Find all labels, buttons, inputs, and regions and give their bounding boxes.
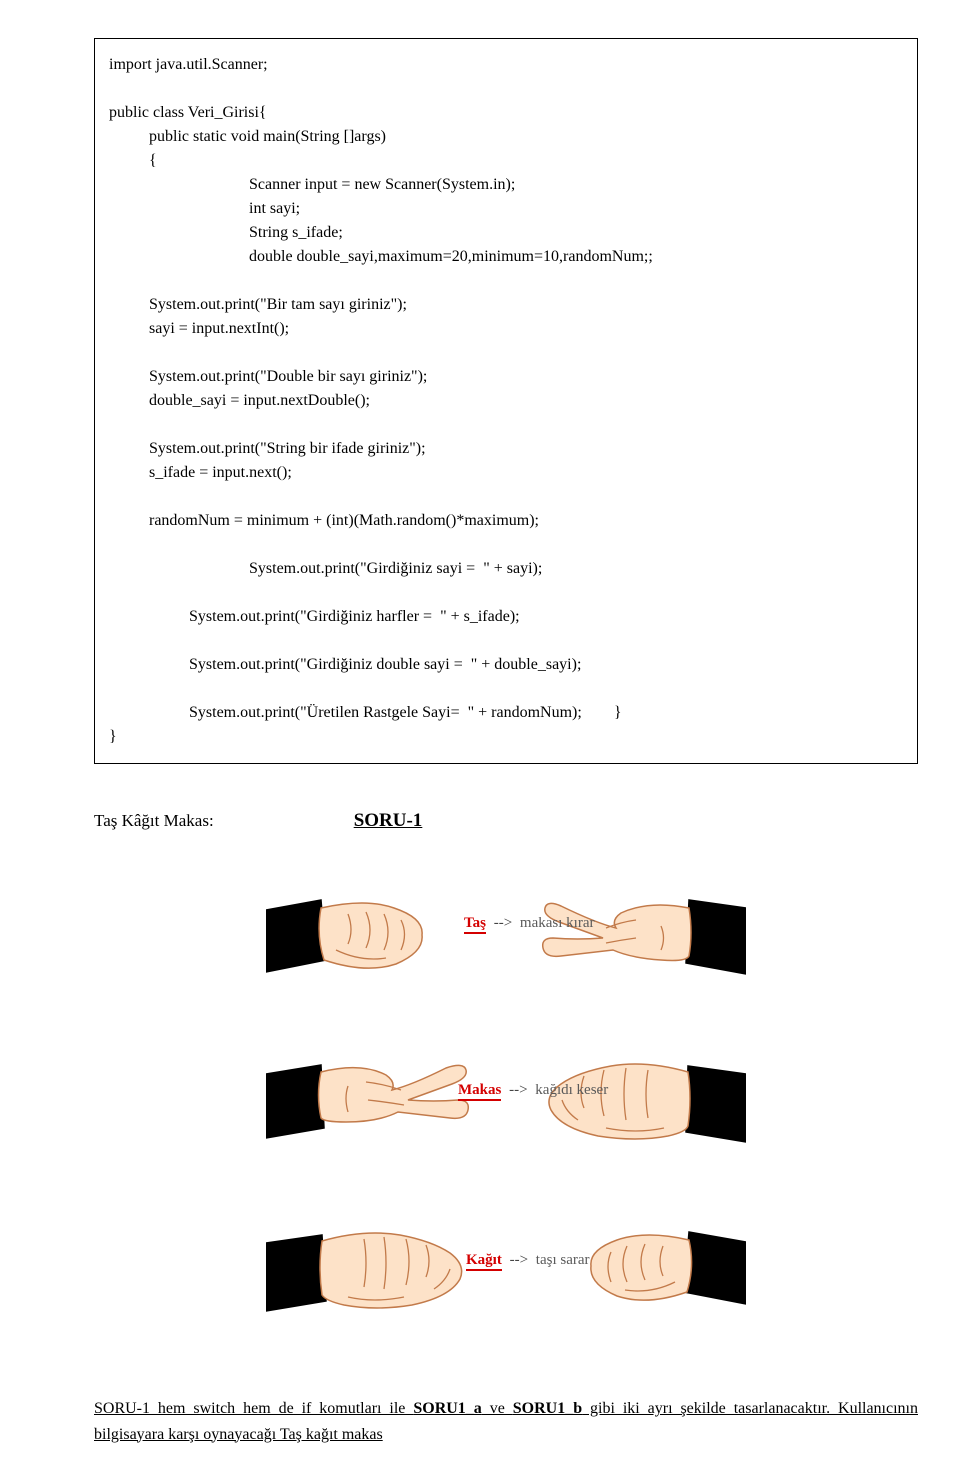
code-line: double_sayi = input.nextDouble(); [109,389,899,413]
code-line: } [109,725,899,749]
label-tas-grey: makası kırar [520,915,595,931]
hand-scissors-top-right [541,878,746,998]
label-makas: Makas --> kağıdı keser [458,1082,608,1099]
label-kagit-grey: taşı sarar [536,1252,590,1268]
label-kagit: Kağıt --> taşı sarar [466,1252,590,1269]
code-line: randomNum = minimum + (int)(Math.random(… [109,509,899,533]
code-line: System.out.print("Üretilen Rastgele Sayi… [109,701,899,725]
label-makas-arrow: --> [509,1082,527,1098]
code-line: { [109,149,899,173]
label-kagit-red: Kağıt [466,1252,502,1271]
heading-row: Taş Kâğıt Makas: SORU-1 [94,810,918,832]
heading-soru: SORU-1 [354,810,423,832]
code-line: System.out.print("Girdiğiniz double sayi… [109,653,899,677]
label-tas: Taş --> makası kırar [464,915,594,932]
code-line: public class Veri_Girisi{ [109,101,899,125]
label-makas-grey: kağıdı keser [535,1082,608,1098]
code-line: System.out.print("Girdiğiniz harfler = "… [109,605,899,629]
bottom-b1: SORU1_a [413,1400,481,1417]
hand-open-bottom-left [266,1205,476,1335]
code-line: Scanner input = new Scanner(System.in); [109,173,899,197]
code-line: double double_sayi,maximum=20,minimum=10… [109,245,899,269]
code-line: s_ifade = input.next(); [109,461,899,485]
bottom-b2: SORU1_b [513,1400,582,1417]
code-line: public static void main(String []args) [109,125,899,149]
code-line: System.out.print("Girdiğiniz sayi = " + … [109,557,899,581]
code-line: System.out.print("String bir ifade girin… [109,437,899,461]
bottom-part1: SORU-1 hem switch hem de if komutları il… [94,1400,413,1417]
code-box: import java.util.Scanner; public class Ve… [94,38,918,764]
bottom-and: ve [482,1400,513,1417]
code-line: System.out.print("Double bir sayı girini… [109,365,899,389]
page-container: import java.util.Scanner; public class Ve… [0,0,960,1477]
hand-scissors-mid-left [266,1040,471,1160]
bottom-paragraph: SORU-1 hem switch hem de if komutları il… [94,1396,918,1447]
code-line: System.out.print("Bir tam sayı giriniz")… [109,293,899,317]
code-line: import java.util.Scanner; [109,53,899,77]
code-line: sayi = input.nextInt(); [109,317,899,341]
label-tas-arrow: --> [494,915,512,931]
hand-fist-top-left [266,880,451,990]
heading-tas: Taş Kâğıt Makas: [94,811,214,831]
code-line: String s_ifade; [109,221,899,245]
rps-illustration: Taş --> makası kırar Makas --> kağıdı ke… [266,860,746,1340]
label-makas-red: Makas [458,1082,501,1101]
hand-open-mid-right [536,1038,746,1168]
label-tas-red: Taş [464,915,486,934]
code-line: int sayi; [109,197,899,221]
label-kagit-arrow: --> [510,1252,528,1268]
